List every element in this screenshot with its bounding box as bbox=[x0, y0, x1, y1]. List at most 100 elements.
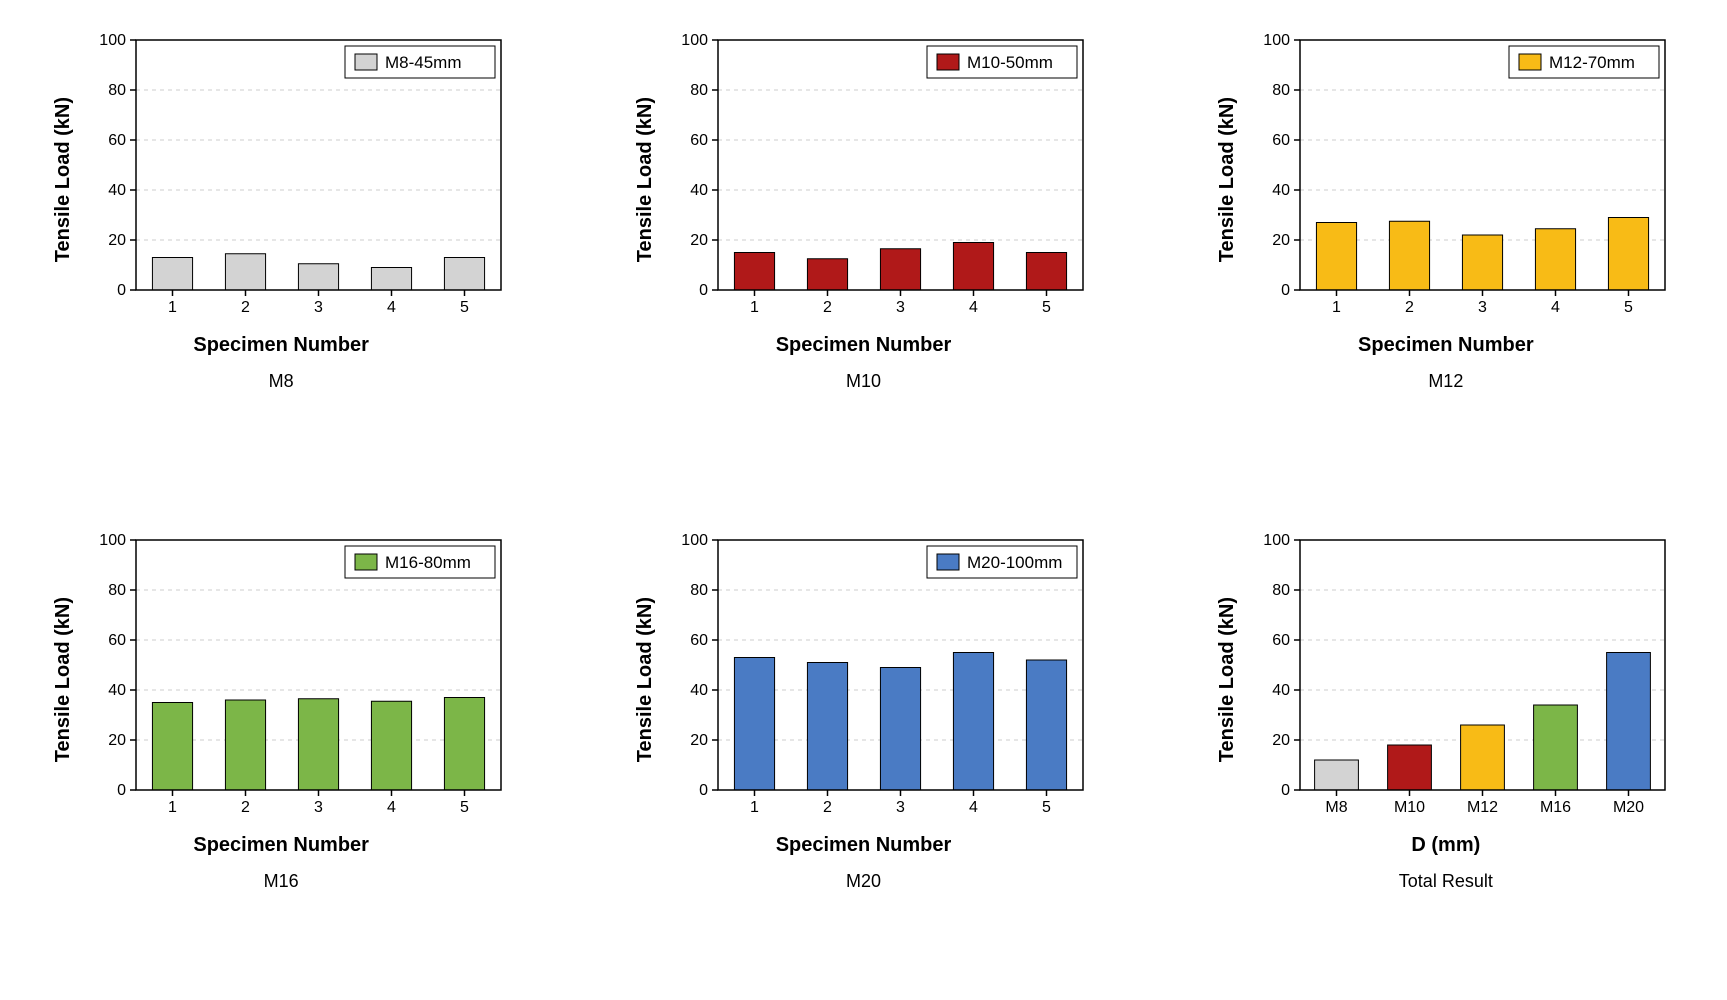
bar bbox=[1536, 229, 1576, 290]
x-tick-label: 3 bbox=[896, 299, 905, 316]
bar bbox=[152, 258, 192, 291]
chart-svg: 020406080100M8M10M12M16M20 bbox=[1245, 530, 1675, 830]
legend-label: M8-45mm bbox=[385, 53, 462, 72]
bar bbox=[1463, 235, 1503, 290]
bar bbox=[807, 663, 847, 791]
y-tick-label: 80 bbox=[108, 82, 126, 99]
bar bbox=[880, 249, 920, 290]
panel-m10: Tensile Load (kN)02040608010012345M10-50… bbox=[612, 30, 1114, 470]
bar bbox=[953, 653, 993, 791]
x-tick-label: 4 bbox=[387, 299, 396, 316]
y-tick-label: 20 bbox=[690, 232, 708, 249]
chart-svg: 02040608010012345M16-80mm bbox=[81, 530, 511, 830]
x-tick-label: 5 bbox=[460, 299, 469, 316]
panel-subtitle: M8 bbox=[269, 371, 294, 392]
x-tick-label: 1 bbox=[168, 799, 177, 816]
legend-swatch bbox=[937, 54, 959, 70]
panel-subtitle: Total Result bbox=[1399, 871, 1493, 892]
y-tick-label: 60 bbox=[690, 132, 708, 149]
x-axis-label: Specimen Number bbox=[1358, 334, 1534, 357]
x-tick-label: 2 bbox=[241, 299, 250, 316]
y-tick-label: 60 bbox=[690, 632, 708, 649]
y-tick-label: 40 bbox=[1273, 682, 1291, 699]
panel-subtitle: M16 bbox=[264, 871, 299, 892]
y-tick-label: 20 bbox=[108, 732, 126, 749]
x-axis-label: Specimen Number bbox=[193, 834, 369, 857]
y-tick-label: 80 bbox=[690, 82, 708, 99]
y-tick-label: 100 bbox=[99, 32, 126, 49]
bar bbox=[1317, 223, 1357, 291]
y-tick-label: 0 bbox=[1281, 782, 1290, 799]
x-tick-label: M16 bbox=[1540, 799, 1571, 816]
x-tick-label: 4 bbox=[387, 799, 396, 816]
bar bbox=[1607, 653, 1651, 791]
x-tick-label: 5 bbox=[1042, 799, 1051, 816]
x-tick-label: 1 bbox=[750, 299, 759, 316]
x-tick-label: 4 bbox=[1551, 299, 1560, 316]
x-tick-label: 3 bbox=[896, 799, 905, 816]
chart-grid: Tensile Load (kN)02040608010012345M8-45m… bbox=[30, 30, 1697, 970]
y-tick-label: 20 bbox=[1273, 232, 1291, 249]
bar bbox=[1315, 760, 1359, 790]
y-tick-label: 0 bbox=[117, 782, 126, 799]
bar bbox=[152, 703, 192, 791]
bar bbox=[371, 701, 411, 790]
y-tick-label: 40 bbox=[108, 182, 126, 199]
panel-subtitle: M12 bbox=[1428, 371, 1463, 392]
x-tick-label: M20 bbox=[1613, 799, 1644, 816]
x-tick-label: 1 bbox=[750, 799, 759, 816]
bar bbox=[734, 253, 774, 291]
chart-svg: 02040608010012345M12-70mm bbox=[1245, 30, 1675, 330]
y-axis-label: Tensile Load (kN) bbox=[1216, 97, 1239, 262]
bar bbox=[1390, 221, 1430, 290]
panel-m20: Tensile Load (kN)02040608010012345M20-10… bbox=[612, 530, 1114, 970]
y-tick-label: 100 bbox=[1264, 32, 1291, 49]
panel-subtitle: M10 bbox=[846, 371, 881, 392]
legend-label: M12-70mm bbox=[1549, 53, 1635, 72]
bar bbox=[1461, 725, 1505, 790]
bar bbox=[444, 698, 484, 791]
panel-total: Tensile Load (kN)020406080100M8M10M12M16… bbox=[1195, 530, 1697, 970]
legend-swatch bbox=[1519, 54, 1541, 70]
y-tick-label: 80 bbox=[1273, 582, 1291, 599]
x-axis-label: Specimen Number bbox=[776, 834, 952, 857]
y-tick-label: 40 bbox=[690, 682, 708, 699]
y-tick-label: 100 bbox=[681, 32, 708, 49]
x-tick-label: 3 bbox=[314, 799, 323, 816]
x-axis-label: Specimen Number bbox=[776, 334, 952, 357]
x-tick-label: 5 bbox=[460, 799, 469, 816]
x-tick-label: M8 bbox=[1326, 799, 1348, 816]
bar bbox=[298, 264, 338, 290]
y-tick-label: 40 bbox=[1273, 182, 1291, 199]
x-tick-label: M12 bbox=[1467, 799, 1498, 816]
legend-swatch bbox=[937, 554, 959, 570]
bar bbox=[444, 258, 484, 291]
y-axis-label: Tensile Load (kN) bbox=[634, 97, 657, 262]
y-axis-label: Tensile Load (kN) bbox=[52, 97, 75, 262]
y-tick-label: 40 bbox=[690, 182, 708, 199]
y-tick-label: 20 bbox=[690, 732, 708, 749]
bar bbox=[1388, 745, 1432, 790]
x-tick-label: 2 bbox=[1405, 299, 1414, 316]
panel-subtitle: M20 bbox=[846, 871, 881, 892]
x-axis-label: Specimen Number bbox=[193, 334, 369, 357]
y-tick-label: 80 bbox=[1273, 82, 1291, 99]
bar bbox=[298, 699, 338, 790]
y-tick-label: 40 bbox=[108, 682, 126, 699]
bar bbox=[953, 243, 993, 291]
y-axis-label: Tensile Load (kN) bbox=[1216, 597, 1239, 762]
bar bbox=[807, 259, 847, 290]
y-tick-label: 100 bbox=[99, 532, 126, 549]
x-tick-label: 5 bbox=[1042, 299, 1051, 316]
y-tick-label: 0 bbox=[699, 782, 708, 799]
y-tick-label: 0 bbox=[699, 282, 708, 299]
x-tick-label: 1 bbox=[168, 299, 177, 316]
y-tick-label: 0 bbox=[117, 282, 126, 299]
y-tick-label: 20 bbox=[1273, 732, 1291, 749]
y-tick-label: 60 bbox=[1273, 632, 1291, 649]
legend-label: M20-100mm bbox=[967, 553, 1062, 572]
y-tick-label: 60 bbox=[108, 632, 126, 649]
y-axis-label: Tensile Load (kN) bbox=[52, 597, 75, 762]
x-tick-label: 3 bbox=[1478, 299, 1487, 316]
x-axis-label: D (mm) bbox=[1411, 834, 1480, 857]
